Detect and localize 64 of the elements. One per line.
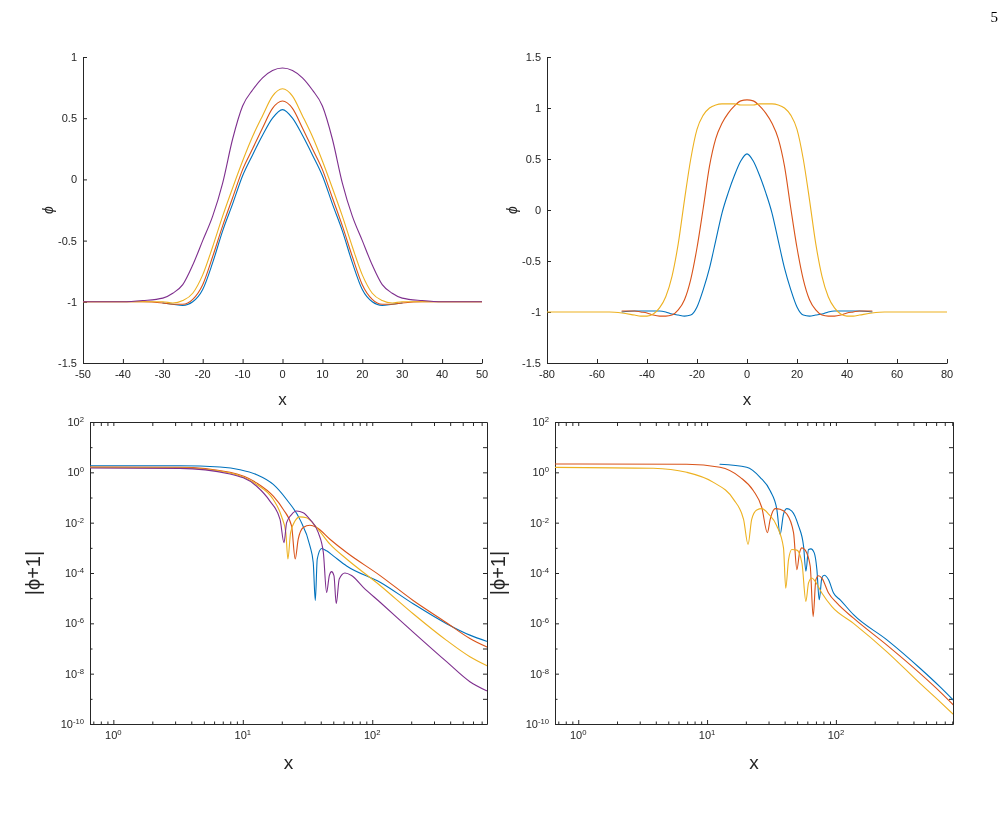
- y-tick-label: 10$^{-4}$: [529, 565, 550, 579]
- x-tick-label: -30: [154, 368, 171, 380]
- x-tick-label: 10$^{1}$: [698, 727, 716, 741]
- x-tick-label: 0: [279, 368, 286, 380]
- x-tick-label: 20: [356, 368, 369, 380]
- x-tick-label: 40: [840, 368, 854, 380]
- x-tick-label: 0: [743, 368, 751, 380]
- y-tick-label: 0.5: [525, 153, 541, 165]
- y-tick-label: -1.5: [58, 357, 77, 369]
- y-tick-label: 1: [534, 102, 541, 114]
- x-tick-label: 50: [475, 368, 489, 380]
- y-tick-label: 1: [70, 51, 77, 63]
- x-tick-label: -20: [194, 368, 211, 380]
- x-tick-label: -80: [539, 368, 555, 380]
- x-tick-label: -20: [689, 368, 705, 380]
- y-tick-label: 10$^{-2}$: [529, 515, 549, 529]
- line-series: [621, 99, 873, 317]
- x-tick-label: 10$^{0}$: [105, 727, 122, 741]
- y-tick-label: 0: [70, 173, 77, 186]
- y-tick-label: 10$^{-10}$: [60, 716, 84, 730]
- x-axis-title: x: [749, 752, 760, 773]
- y-tick-label: 0.5: [61, 112, 77, 125]
- x-tick-label: 30: [396, 368, 409, 380]
- y-axis-title: ϕ: [504, 205, 520, 214]
- x-tick-label: 60: [890, 368, 904, 380]
- y-tick-label: 10$^{-10}$: [525, 716, 549, 730]
- x-tick-label: -40: [114, 368, 131, 380]
- y-tick-label: 1.5: [525, 51, 541, 63]
- y-tick-label: 10$^{-2}$: [64, 515, 84, 529]
- y-tick-label: -1.5: [522, 357, 541, 369]
- y-tick-label: 10$^{-6}$: [529, 615, 549, 630]
- y-tick-label: 10$^{-6}$: [64, 615, 84, 630]
- y-tick-label: 10$^{0}$: [532, 464, 549, 479]
- x-tick-label: 10$^{1}$: [234, 727, 252, 741]
- x-tick-label: -40: [639, 368, 655, 380]
- y-tick-label: 10$^{-8}$: [64, 666, 84, 680]
- y-axis-title: |ϕ+1|: [22, 550, 44, 596]
- y-tick-label: -1: [531, 306, 541, 318]
- y-tick-label: 10$^{2}$: [67, 414, 84, 428]
- y-tick-label: 10$^{-4}$: [64, 565, 85, 579]
- x-tick-label: 10: [316, 368, 329, 380]
- x-tick-label: 40: [435, 368, 449, 380]
- x-tick-label: -10: [234, 368, 251, 380]
- x-tick-label: -50: [75, 368, 91, 380]
- y-tick-label: 10$^{2}$: [532, 414, 549, 428]
- x-tick-label: 80: [940, 368, 954, 380]
- text: 5: [990, 9, 998, 25]
- y-tick-label: 0: [534, 204, 541, 216]
- line-series: [547, 103, 947, 317]
- y-tick-label: 10$^{0}$: [67, 464, 84, 479]
- y-tick-label: -0.5: [58, 234, 77, 247]
- x-axis-title: x: [742, 390, 752, 409]
- x-tick-label: 20: [790, 368, 804, 380]
- y-axis-title: ϕ: [40, 205, 56, 214]
- x-tick-label: 10$^{2}$: [363, 727, 381, 741]
- x-tick-label: 10$^{0}$: [569, 727, 587, 741]
- y-axis-title: |ϕ+1|: [487, 550, 509, 596]
- y-tick-label: -0.5: [522, 255, 541, 267]
- x-tick-label: 10$^{2}$: [827, 727, 845, 741]
- x-axis-title: x: [283, 752, 294, 773]
- x-tick-label: -60: [589, 368, 605, 380]
- x-axis-title: x: [278, 390, 288, 409]
- y-tick-label: 10$^{-8}$: [529, 666, 549, 680]
- y-tick-label: -1: [67, 295, 77, 308]
